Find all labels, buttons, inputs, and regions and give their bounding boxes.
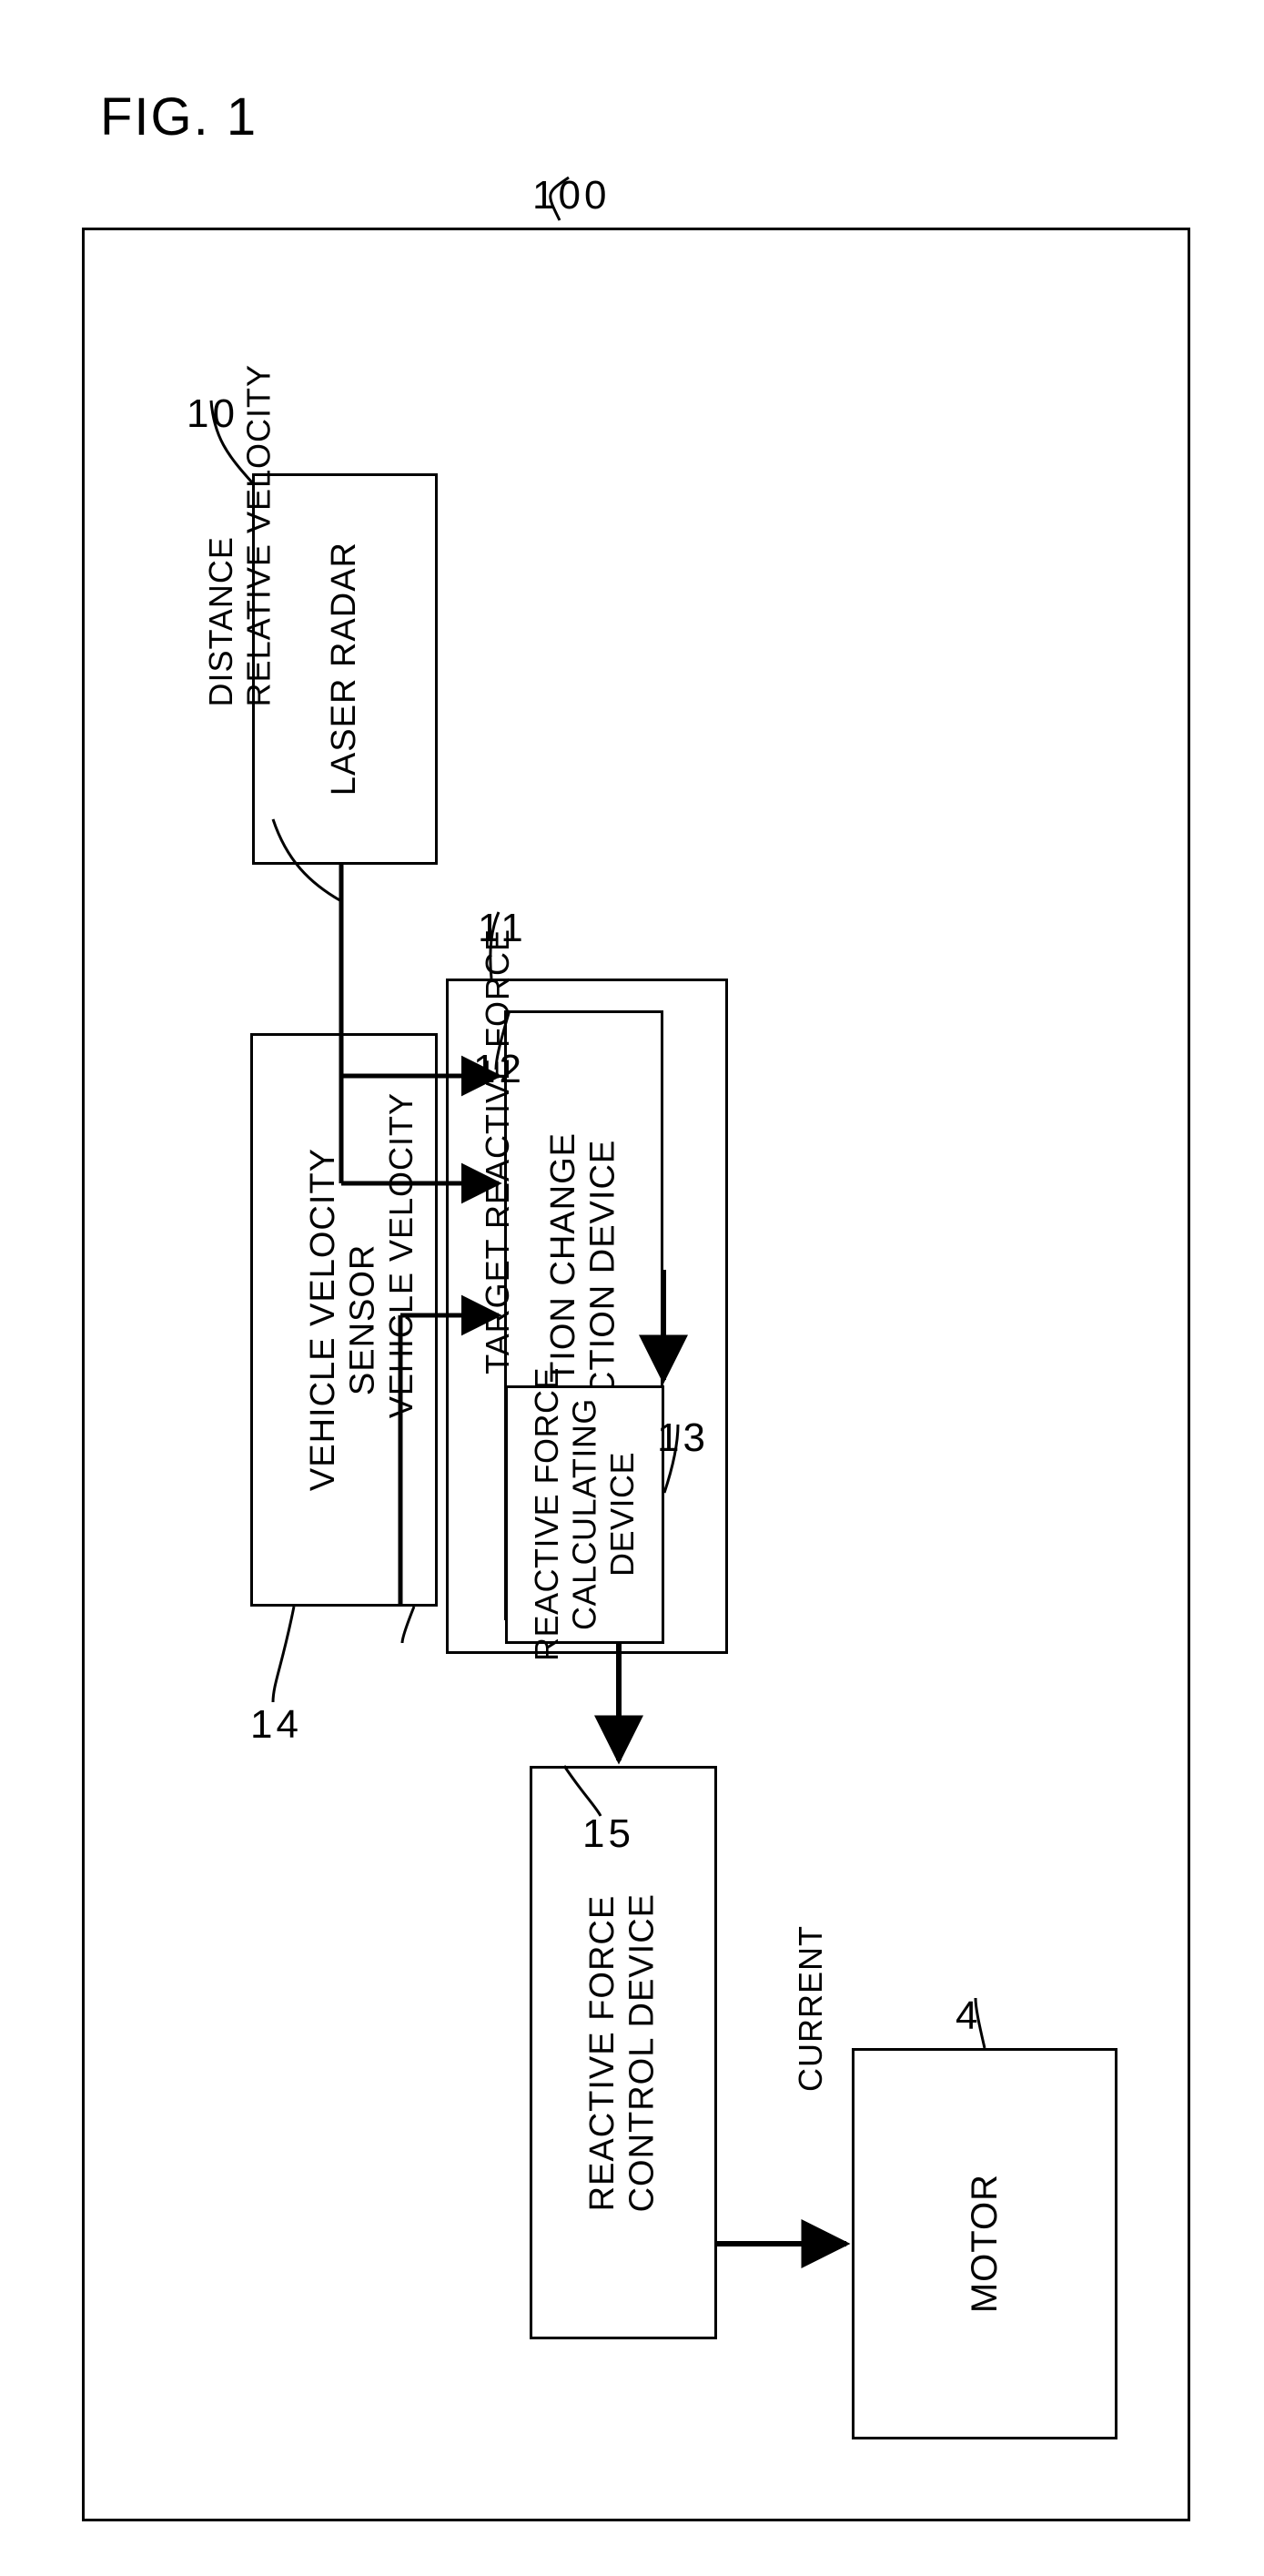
vehicle-velocity-sensor-label: VEHICLE VELOCITY SENSOR [304,1148,383,1491]
ref-100: 100 [532,173,610,218]
ref-10: 10 [187,391,238,437]
ref-12: 12 [473,1047,525,1092]
current-label: CURRENT [792,1925,830,2092]
ref-4: 4 [956,1993,981,2039]
reactive-calc-block: REACTIVE FORCE CALCULATING DEVICE [505,1385,664,1644]
ref-14: 14 [250,1702,302,1748]
vehicle-velocity-label: VEHICLE VELOCITY [382,1092,420,1418]
laser-radar-block: LASER RADAR [252,473,438,865]
page: FIG. 1 LASER RADAR VEHICLE VELOCITY SENS… [0,0,1264,2576]
reactive-ctrl-label: REACTIVE FORCE CONTROL DEVICE [583,1893,662,2212]
figure-label: FIG. 1 [100,86,258,147]
ref-11: 11 [478,906,527,951]
target-reactive-force-label: TARGET REACTIVE FORCE [479,928,517,1374]
ref-15: 15 [582,1811,634,1857]
motor-block: MOTOR [852,2048,1117,2439]
laser-radar-label: LASER RADAR [325,542,365,796]
motor-label: MOTOR [964,2174,1006,2313]
reactive-calc-label: REACTIVE FORCE CALCULATING DEVICE [528,1367,641,1661]
ref-13: 13 [657,1415,709,1461]
